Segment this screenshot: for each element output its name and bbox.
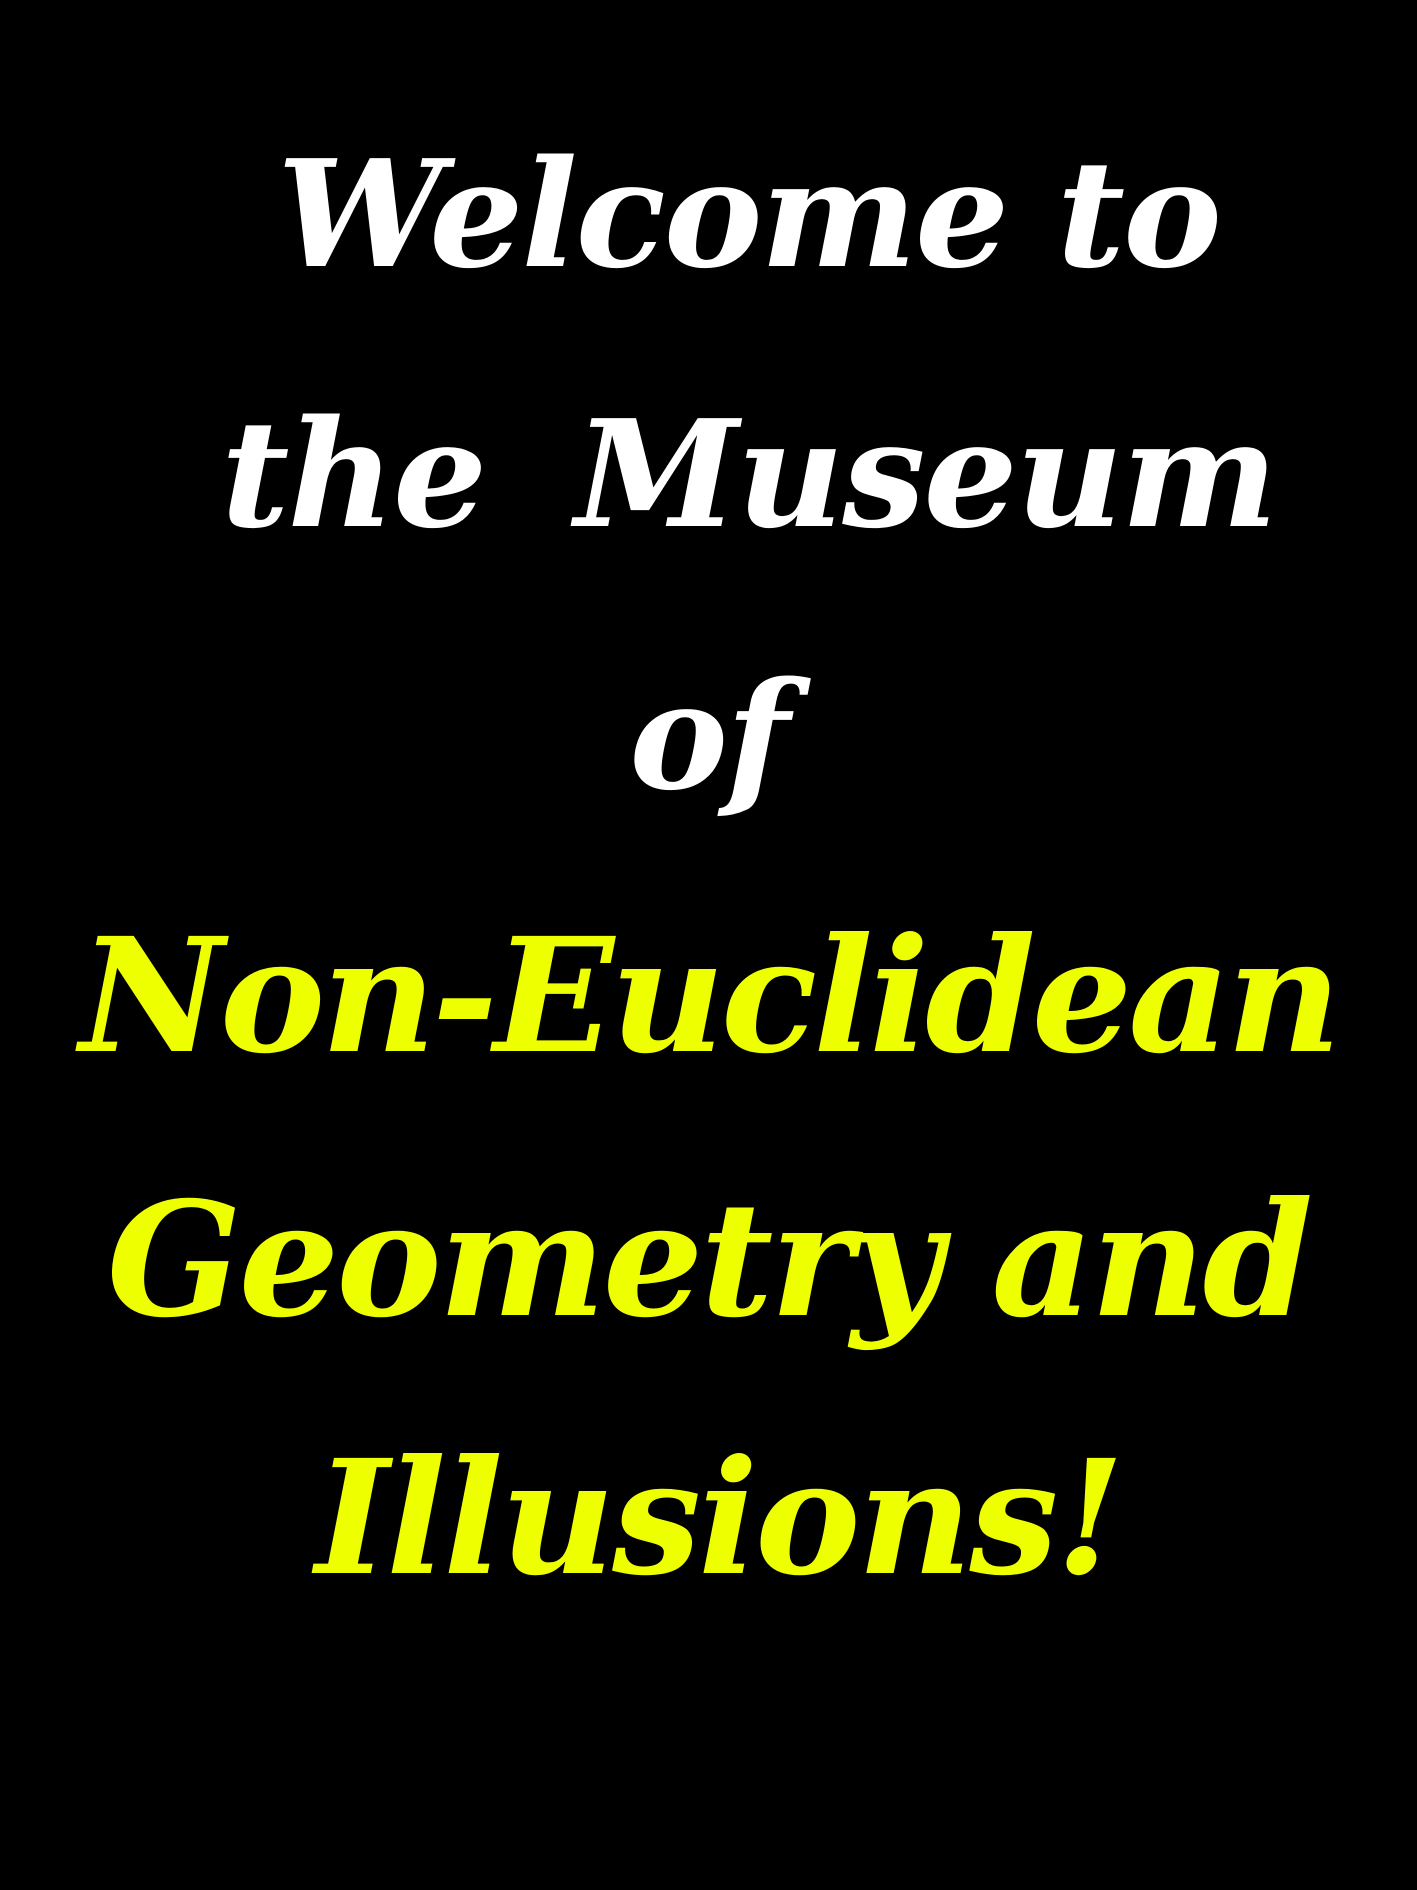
sign-line-welcome-to: Welcome to [277, 127, 1222, 301]
sign-line-the-museum: the Museum [221, 387, 1278, 561]
sign-line-non-euclidean: Non-Euclidean [79, 904, 1341, 1089]
sign-line-illusions: Illusions! [315, 1426, 1124, 1611]
sign-line-geometry-and: Geometry and [106, 1168, 1313, 1353]
sign-line-of: of [629, 649, 789, 823]
